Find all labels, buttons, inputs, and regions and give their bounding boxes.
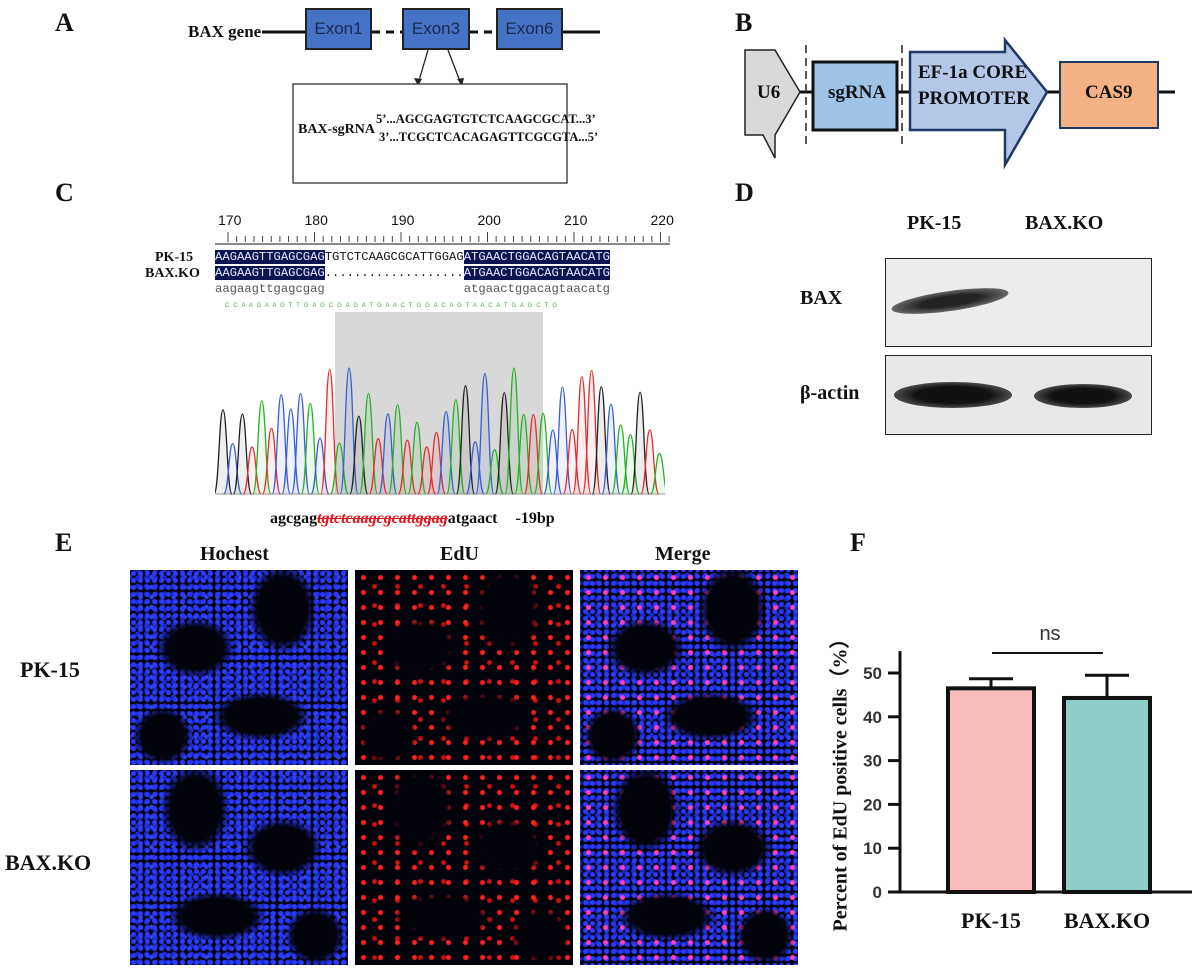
exon3-box: Exon3 [402, 8, 470, 50]
actin-blot [885, 355, 1152, 435]
deleted-region: TGTCTCAAGCGCATTGGAG [324, 250, 464, 264]
chromatogram [215, 312, 665, 495]
trace-base-calls: C C A A G A A G T T G A G C G A G A T G … [225, 303, 559, 309]
trace-peak [387, 404, 408, 495]
trace-peak [232, 413, 253, 495]
ruler-number: 170 [218, 212, 242, 228]
cas9-box-shape [1059, 61, 1159, 129]
consensus-right: atgaactggacagtaacatg [463, 282, 610, 296]
significance-label: ns [1039, 623, 1060, 645]
deletion-suffix: atgaact [447, 510, 498, 527]
trace-peak [310, 437, 330, 495]
sequence-ruler [215, 232, 670, 245]
row-label-pk15-e: PK-15 [20, 657, 80, 682]
panel-label-c: C [55, 178, 74, 207]
gene-diagram-lines [262, 30, 600, 184]
promoter-label-line1: EF-1a CORE [918, 62, 1028, 83]
bax-blot [885, 258, 1152, 347]
u6-label: U6 [757, 82, 781, 103]
trace-peak [649, 452, 665, 495]
y-tick-label: 40 [863, 708, 882, 727]
consensus-left: aagaagttgagcgag [215, 282, 325, 296]
promoter-arrow-shape [908, 36, 1049, 170]
image-pk15-hoechst [130, 570, 348, 765]
panel-label-f: F [850, 528, 866, 557]
blot-row-actin: β-actin [800, 382, 860, 404]
sgrna-label: BAX-sgRNA [298, 122, 375, 137]
blot-col-pk15: PK-15 [907, 212, 962, 234]
gap-region: ................... [324, 266, 464, 280]
panel-label-d: D [735, 178, 754, 207]
trace-peak [223, 442, 243, 495]
actin-band-pk15 [894, 382, 1012, 408]
image-baxko-merge [580, 770, 798, 965]
bar-chart: 0 10 20 30 40 50 PK-15 BAX.KO ns [863, 623, 1192, 933]
y-tick-label: 50 [863, 664, 882, 683]
bax-band-pk15 [890, 282, 1010, 320]
alignment-row-consensus: aagaagttgagcgagTGTCTCAAGCGCATTGGAGatgaac… [215, 282, 610, 296]
aligned-left: AAGAAGTTGAGCGAG [215, 266, 325, 280]
exon1-box: Exon1 [305, 8, 372, 50]
blot-col-baxko: BAX.KO [1025, 212, 1104, 234]
trace-peak [620, 433, 641, 495]
y-tick-label: 20 [863, 795, 882, 814]
construct-diagram [744, 36, 1175, 170]
alignment-row-baxko: AAGAAGTTGAGCGAG...................ATGAAC… [215, 266, 610, 280]
ruler-number: 220 [650, 212, 674, 228]
bar-pk15 [946, 686, 1036, 894]
actin-band-baxko [1034, 384, 1132, 408]
y-tick-label: 0 [873, 883, 882, 902]
bar-baxko [1062, 695, 1152, 894]
col-header-hoechst: Hochest [200, 543, 269, 565]
x-tick-label: BAX.KO [1064, 908, 1150, 933]
ruler-number: 210 [564, 212, 588, 228]
row-label-pk15: PK-15 [155, 250, 194, 265]
sgrna-seq-bottom: 3’...TCGCTCACAGAGTTCGCGTA...5’ [379, 130, 599, 144]
cas9-label: CAS9 [1085, 82, 1133, 103]
aligned-left: AAGAAGTTGAGCGAG [215, 250, 325, 264]
u6-arrow-shape [744, 49, 801, 159]
deletion-prefix: agcgag [270, 510, 318, 527]
promoter-label-line2: PROMOTER [918, 88, 1030, 109]
sgrna-seq-top: 5’...AGCGAGTGTCTCAAGCGCAT...3’ [376, 112, 596, 126]
image-pk15-merge [580, 570, 798, 765]
trace-peak [242, 446, 262, 495]
y-tick-label: 30 [863, 752, 882, 771]
col-header-edu: EdU [440, 543, 479, 565]
panel-label-b: B [735, 8, 753, 37]
sgrna-box-shape [811, 60, 899, 132]
panel-label-a: A [55, 8, 74, 37]
deletion-size: -19bp [515, 510, 555, 527]
aligned-right: ATGAACTGGACAGTAACATG [463, 250, 610, 264]
x-tick-label: PK-15 [961, 908, 1021, 933]
y-tick-label: 10 [863, 839, 882, 858]
trace-peak [484, 449, 505, 495]
ruler-number: 180 [304, 212, 328, 228]
image-pk15-edu [355, 570, 573, 765]
blot-row-bax: BAX [800, 287, 843, 309]
ruler-number: 190 [391, 212, 415, 228]
image-baxko-edu [355, 770, 573, 965]
deleted-bases: tgtctcaagcgcattggag [317, 510, 448, 527]
trace-peak [562, 429, 582, 495]
trace-peak [329, 442, 350, 495]
panel-label-e: E [55, 528, 73, 557]
trace-peak [543, 429, 563, 495]
exon6-box: Exon6 [496, 8, 563, 50]
image-baxko-hoechst [130, 770, 348, 965]
ruler-number: 200 [477, 212, 501, 228]
trace-peak [368, 438, 388, 495]
sgrna-element-label: sgRNA [828, 82, 887, 103]
col-header-merge: Merge [655, 543, 711, 565]
deletion-sequence: agcgagtgtctcaagcgcattggagatgaact -19bp [270, 510, 555, 528]
trace-peak [261, 427, 282, 495]
alignment-row-pk15: AAGAAGTTGAGCGAGTGTCTCAAGCGCATTGGAGATGAAC… [215, 250, 610, 264]
row-label-baxko-e: BAX.KO [5, 850, 92, 875]
trace-peak [465, 441, 485, 495]
aligned-right: ATGAACTGGACAGTAACATG [463, 266, 610, 280]
row-label-baxko: BAX.KO [145, 266, 200, 281]
bax-gene-label: BAX gene [188, 22, 262, 41]
